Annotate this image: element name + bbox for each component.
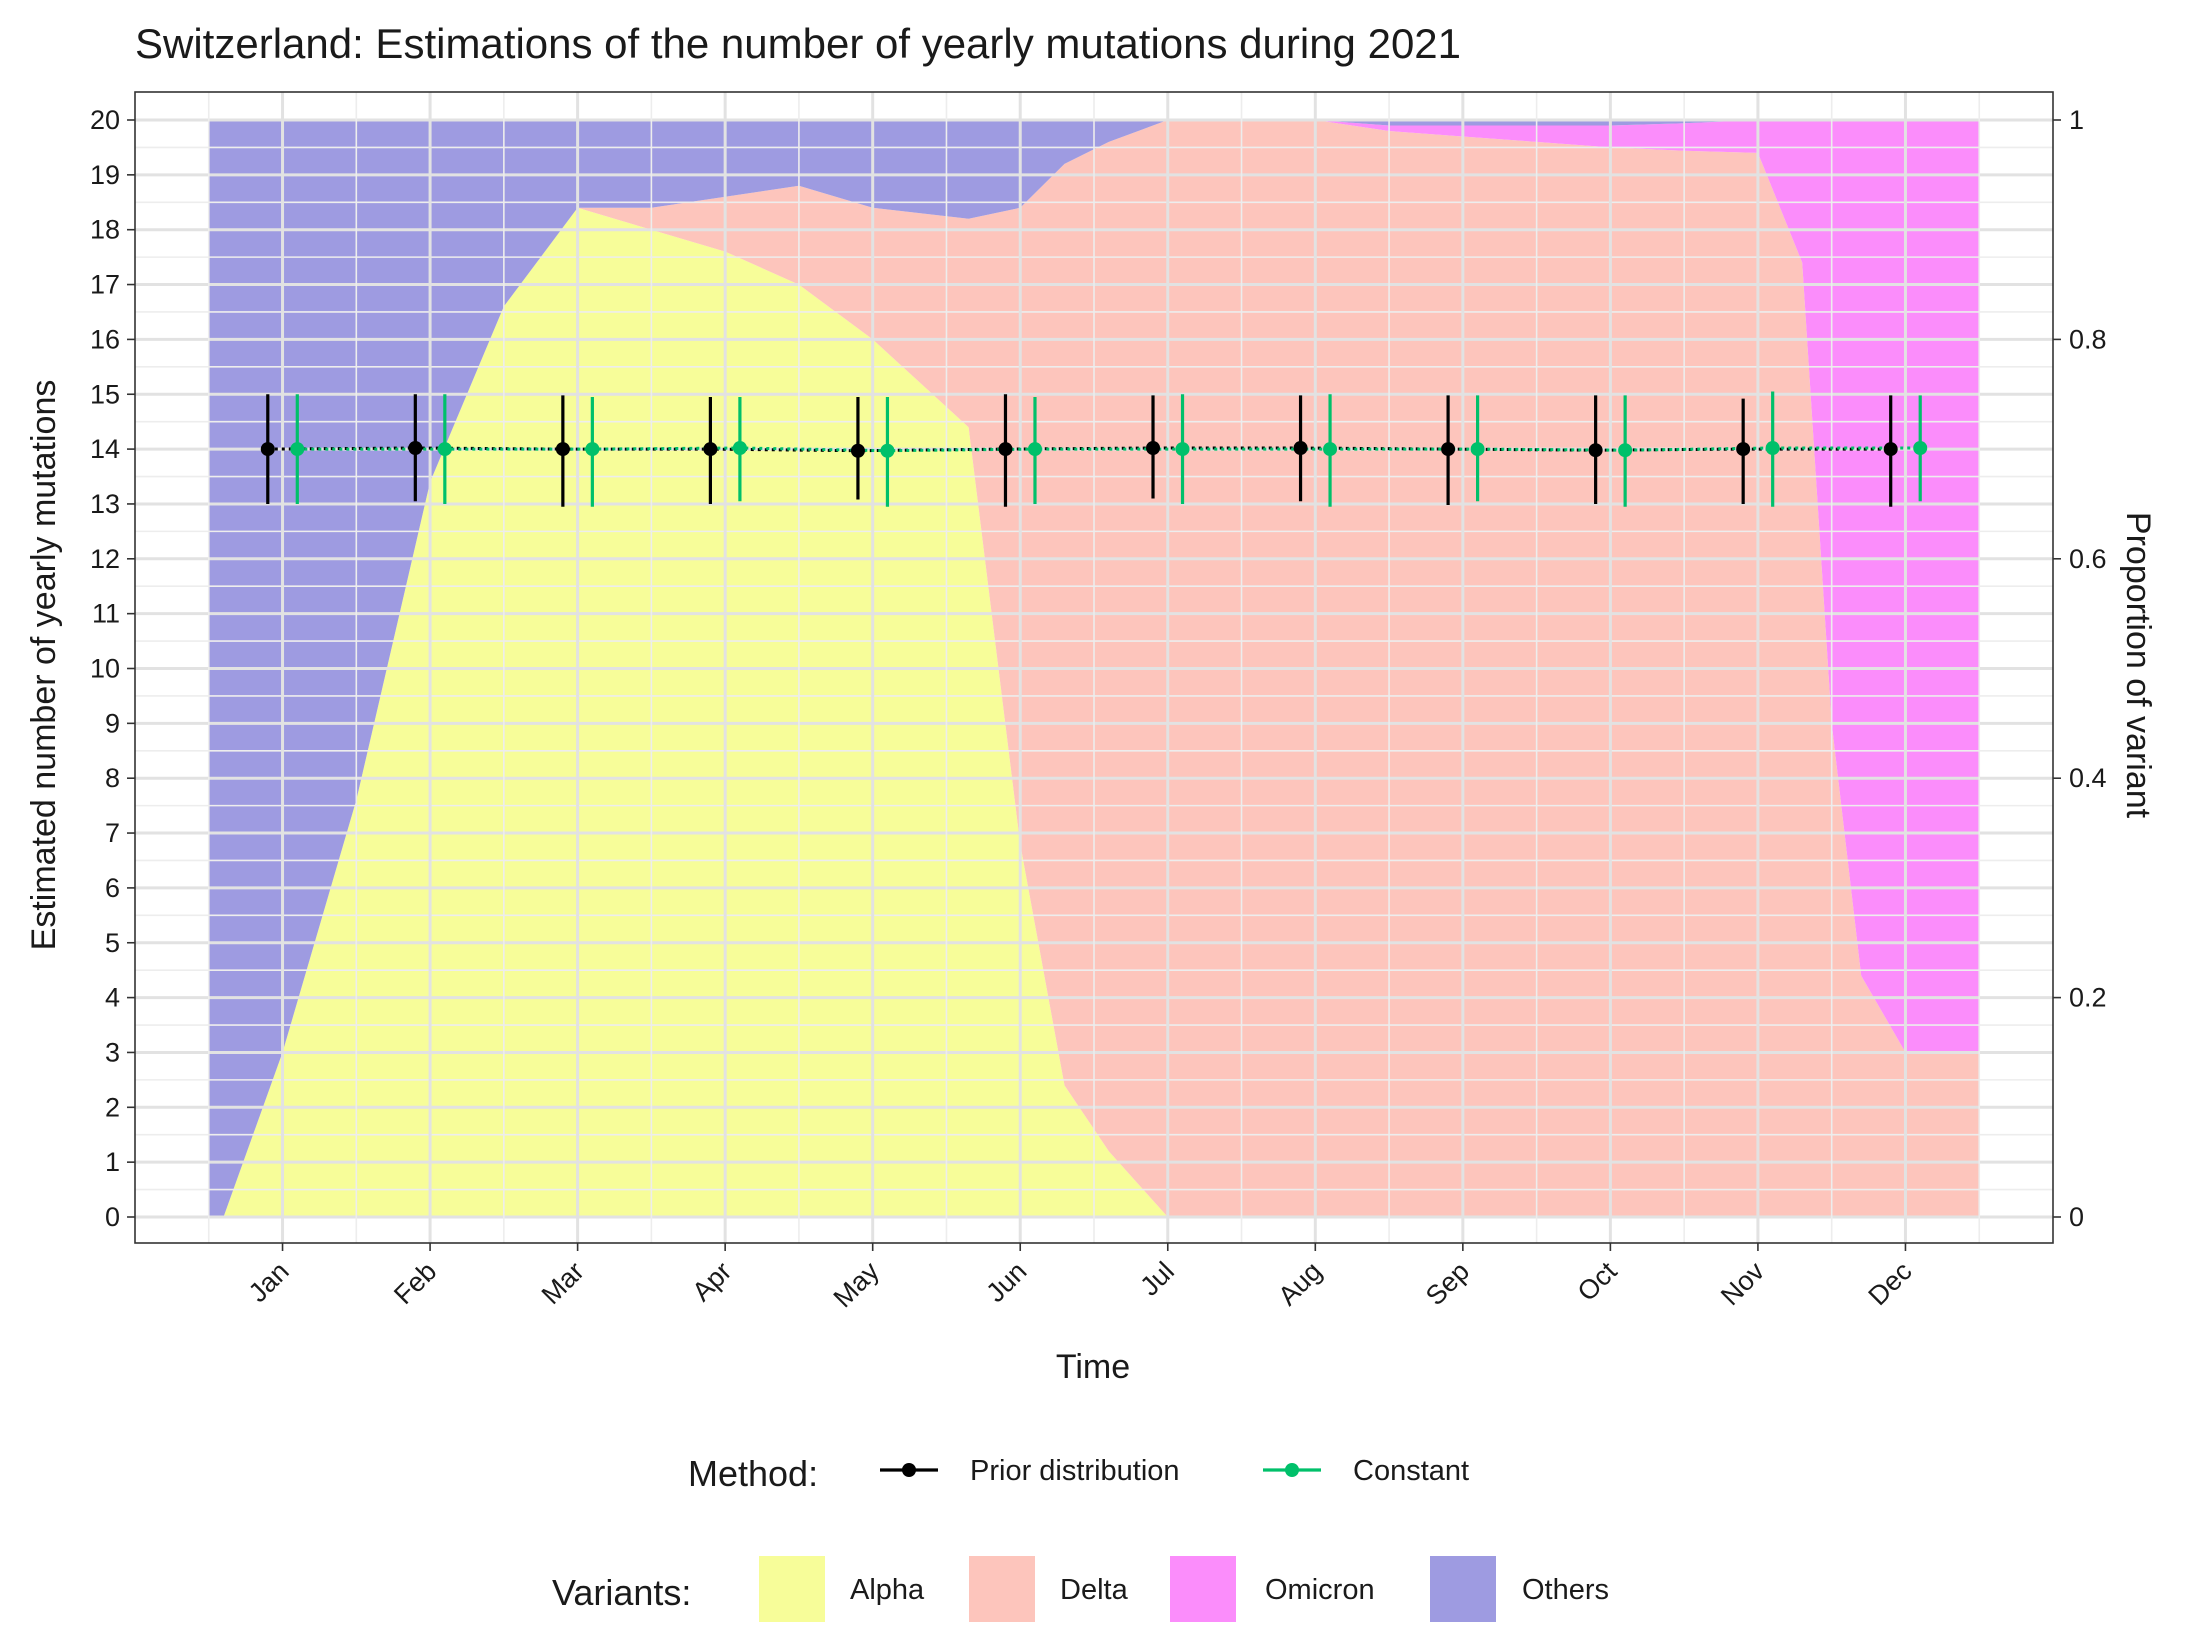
- data-point: [850, 443, 865, 458]
- y-tick-label: 15: [90, 379, 120, 409]
- legend-key-point: [902, 1463, 916, 1477]
- y2-tick-label: 0.4: [2069, 763, 2107, 793]
- y-tick-label: 4: [105, 983, 120, 1013]
- data-point: [880, 443, 895, 458]
- data-point: [408, 441, 423, 456]
- y-axis-label: Estimated number of yearly mutations: [25, 380, 63, 951]
- y-tick-label: 17: [90, 270, 120, 300]
- y-tick-label: 12: [90, 544, 120, 574]
- data-point: [1175, 442, 1190, 457]
- y-tick-label: 8: [105, 763, 120, 793]
- data-point: [290, 442, 305, 457]
- y-tick-label: 3: [105, 1037, 120, 1067]
- data-point: [732, 441, 747, 456]
- y-tick-label: 7: [105, 818, 120, 848]
- data-point: [1765, 441, 1780, 456]
- data-point: [1618, 443, 1633, 458]
- y2-tick-label: 0: [2069, 1202, 2084, 1232]
- x-tick-label: Nov: [1715, 1256, 1771, 1312]
- y-tick-label: 10: [90, 654, 120, 684]
- legend-variants: Variants: Alpha Delta Omicron Others: [552, 1556, 1609, 1622]
- legend-key-point: [1285, 1463, 1299, 1477]
- x-tick-label: Aug: [1272, 1256, 1327, 1311]
- y-tick-label: 1: [105, 1147, 120, 1177]
- right-axis-label: Proportion of variant: [2119, 512, 2157, 819]
- data-point: [703, 442, 718, 457]
- legend-swatch-alpha: [759, 1556, 825, 1622]
- y2-tick-label: 1: [2069, 105, 2084, 135]
- legend-variants-title: Variants:: [552, 1572, 691, 1613]
- legend-swatch-others: [1430, 1556, 1496, 1622]
- x-tick-label: Jun: [980, 1256, 1032, 1308]
- y-tick-label: 18: [90, 215, 120, 245]
- data-point: [260, 442, 275, 457]
- y2-tick-label: 0.8: [2069, 324, 2107, 354]
- y-tick-label: 6: [105, 873, 120, 903]
- y-tick-label: 14: [90, 434, 120, 464]
- y-tick-label: 0: [105, 1202, 120, 1232]
- grid-lines: [135, 92, 2053, 1243]
- data-point: [1323, 442, 1338, 457]
- x-tick-label: Apr: [686, 1256, 737, 1307]
- y-tick-label: 19: [90, 160, 120, 190]
- data-point: [1588, 443, 1603, 458]
- legend-method: Method: Prior distribution Constant: [688, 1453, 1469, 1494]
- data-point: [555, 442, 570, 457]
- x-tick-label: Jul: [1134, 1256, 1180, 1302]
- legend-variant-label: Others: [1522, 1574, 1609, 1606]
- x-axis-label: Time: [1056, 1348, 1130, 1386]
- x-tick-label: Mar: [536, 1256, 590, 1310]
- y-tick-label: 2: [105, 1092, 120, 1122]
- legend-variant-label: Alpha: [850, 1574, 925, 1606]
- legend-swatch-omicron: [1170, 1556, 1236, 1622]
- chart-title: Switzerland: Estimations of the number o…: [135, 20, 1461, 67]
- data-point: [1913, 441, 1928, 456]
- legend-method-title: Method:: [688, 1453, 818, 1494]
- x-tick-label: Oct: [1572, 1256, 1623, 1307]
- data-point: [1470, 442, 1485, 457]
- y-tick-label: 20: [90, 105, 120, 135]
- x-tick-label: May: [828, 1256, 886, 1314]
- data-point: [585, 442, 600, 457]
- data-point: [1027, 442, 1042, 457]
- y-tick-label: 16: [90, 324, 120, 354]
- legend-method-label: Prior distribution: [970, 1455, 1180, 1487]
- axes: 0123456789101112131415161718192000.20.40…: [90, 105, 2107, 1313]
- y2-tick-label: 0.2: [2069, 983, 2107, 1013]
- data-point: [1293, 441, 1308, 456]
- legend-swatch-delta: [969, 1556, 1035, 1622]
- y2-tick-label: 0.6: [2069, 544, 2107, 574]
- data-point: [1146, 441, 1161, 456]
- x-tick-label: Feb: [388, 1256, 442, 1310]
- data-point: [998, 442, 1013, 457]
- legend-method-label: Constant: [1353, 1455, 1469, 1487]
- y-tick-label: 11: [92, 599, 120, 629]
- data-point: [1441, 442, 1456, 457]
- data-point: [437, 442, 452, 457]
- x-tick-label: Dec: [1863, 1256, 1918, 1311]
- y-tick-label: 9: [105, 708, 120, 738]
- data-point: [1883, 442, 1898, 457]
- legend-variant-label: Delta: [1060, 1574, 1129, 1606]
- x-tick-label: Jan: [243, 1256, 295, 1308]
- y-tick-label: 13: [90, 489, 120, 519]
- panel-border: [134, 91, 2054, 1244]
- y-tick-label: 5: [105, 928, 120, 958]
- data-point: [1736, 442, 1751, 457]
- legend-variant-label: Omicron: [1265, 1574, 1375, 1606]
- series-layer: [260, 391, 1928, 507]
- x-tick-label: Sep: [1420, 1256, 1475, 1311]
- series-line-1: [297, 446, 1921, 453]
